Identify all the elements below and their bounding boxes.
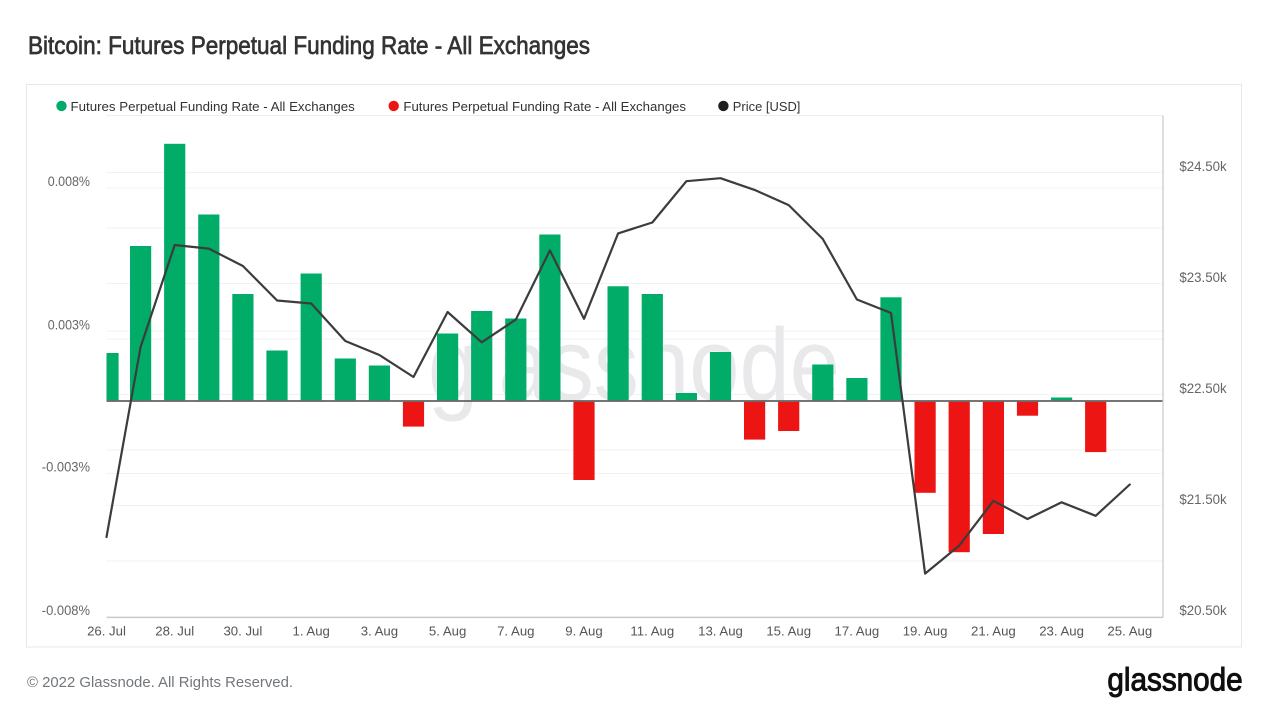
svg-text:11. Aug: 11. Aug <box>630 624 674 639</box>
svg-text:Futures Perpetual Funding Rate: Futures Perpetual Funding Rate - All Exc… <box>403 99 686 114</box>
svg-text:© 2022 Glassnode. All Rights R: © 2022 Glassnode. All Rights Reserved. <box>27 674 293 691</box>
svg-text:$20.50k: $20.50k <box>1179 603 1226 618</box>
svg-text:5. Aug: 5. Aug <box>429 624 466 639</box>
svg-text:21. Aug: 21. Aug <box>971 624 1016 639</box>
svg-text:7. Aug: 7. Aug <box>497 624 534 639</box>
svg-text:1. Aug: 1. Aug <box>292 624 329 639</box>
svg-text:9. Aug: 9. Aug <box>565 624 602 639</box>
svg-text:19. Aug: 19. Aug <box>903 624 948 639</box>
svg-text:glassnode: glassnode <box>428 307 840 422</box>
svg-text:30. Jul: 30. Jul <box>223 624 262 639</box>
svg-text:-0.008%: -0.008% <box>42 603 90 618</box>
svg-text:28. Jul: 28. Jul <box>155 624 194 639</box>
svg-text:glassnode: glassnode <box>1107 662 1242 698</box>
svg-text:Bitcoin: Futures Perpetual Fun: Bitcoin: Futures Perpetual Funding Rate … <box>28 32 590 60</box>
svg-text:13. Aug: 13. Aug <box>698 624 743 639</box>
svg-text:$24.50k: $24.50k <box>1179 159 1226 174</box>
svg-text:0.008%: 0.008% <box>48 174 90 189</box>
svg-text:3. Aug: 3. Aug <box>361 624 398 639</box>
svg-text:Futures Perpetual Funding Rate: Futures Perpetual Funding Rate - All Exc… <box>71 99 356 114</box>
svg-text:17. Aug: 17. Aug <box>835 624 880 639</box>
svg-text:-0.003%: -0.003% <box>42 460 90 475</box>
svg-text:$21.50k: $21.50k <box>1179 492 1226 507</box>
svg-text:15. Aug: 15. Aug <box>766 624 811 639</box>
svg-text:$22.50k: $22.50k <box>1179 381 1226 396</box>
svg-text:$23.50k: $23.50k <box>1179 270 1226 285</box>
svg-text:25. Aug: 25. Aug <box>1107 624 1152 639</box>
svg-text:23. Aug: 23. Aug <box>1039 624 1084 639</box>
svg-text:26. Jul: 26. Jul <box>87 624 126 639</box>
svg-text:0.003%: 0.003% <box>48 317 90 332</box>
svg-text:Price [USD]: Price [USD] <box>733 99 801 114</box>
